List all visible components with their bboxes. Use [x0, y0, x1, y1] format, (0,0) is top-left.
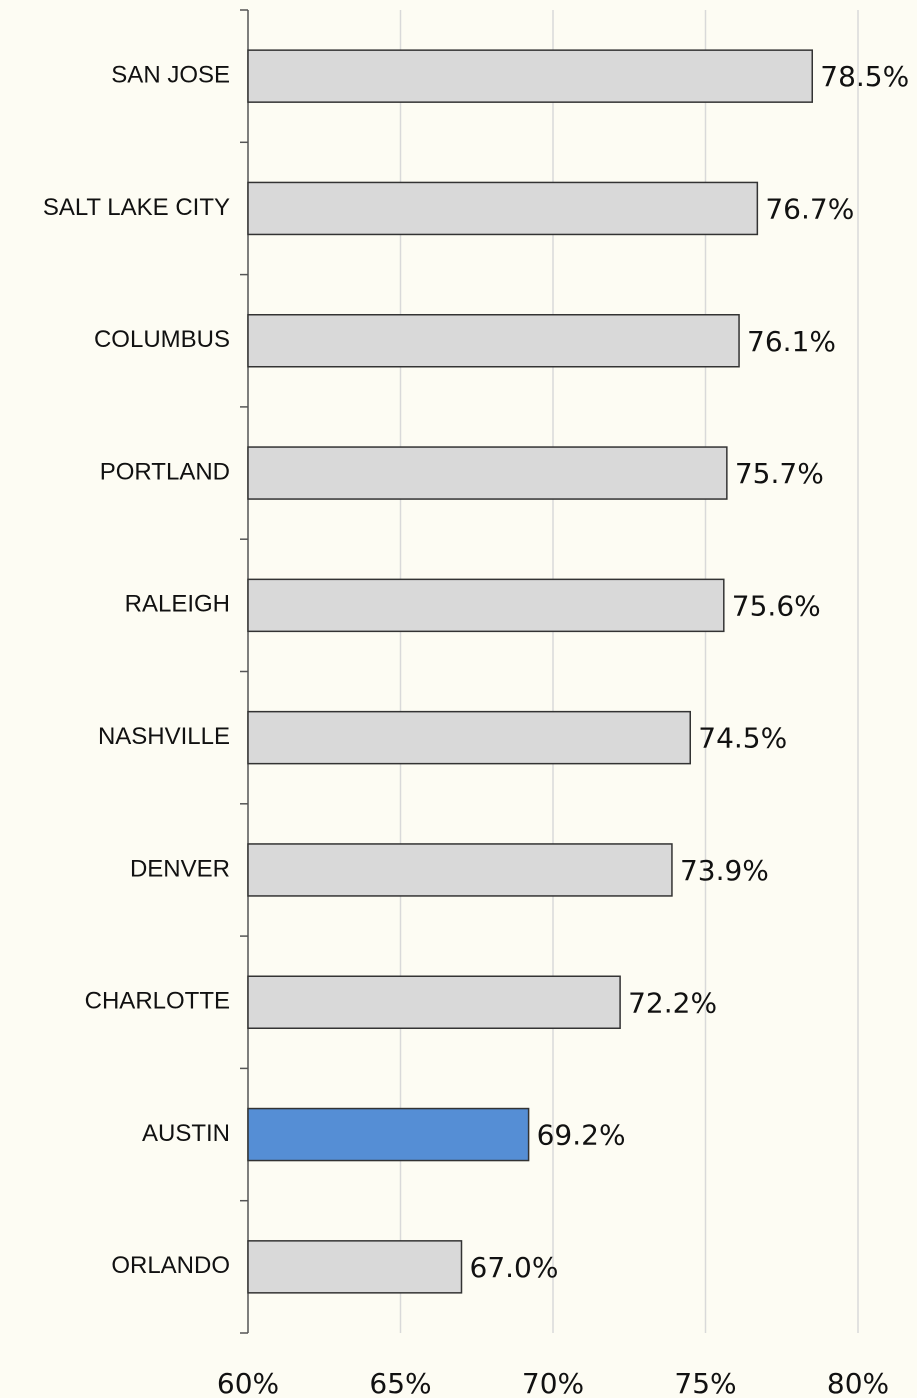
value-label: 78.5%	[820, 60, 909, 93]
y-tick-label: RALEIGH	[125, 591, 230, 618]
x-tick-label: 60%	[217, 1367, 279, 1398]
bar	[247, 1240, 463, 1294]
y-tick-label: NASHVILLE	[98, 723, 230, 750]
value-label: 75.7%	[735, 457, 824, 490]
y-tick-label: CHARLOTTE	[85, 988, 230, 1015]
bar	[247, 843, 673, 897]
bar	[247, 446, 728, 500]
value-label: 67.0%	[470, 1251, 559, 1284]
bar	[247, 181, 759, 236]
bar	[247, 710, 691, 765]
value-label: 69.2%	[537, 1119, 626, 1152]
y-tick-label: AUSTIN	[142, 1120, 230, 1147]
x-tick-label: 70%	[522, 1367, 584, 1398]
value-label: 73.9%	[680, 854, 769, 887]
bar	[247, 1107, 530, 1162]
value-label: 72.2%	[628, 986, 717, 1019]
bar	[247, 314, 740, 368]
x-tick-label: 65%	[369, 1367, 431, 1398]
y-tick-label: PORTLAND	[100, 458, 230, 485]
y-tick-label: DENVER	[130, 855, 230, 882]
y-tick-label: SALT LAKE CITY	[43, 194, 230, 221]
bar	[247, 975, 621, 1029]
bar	[247, 49, 813, 103]
value-label: 76.7%	[765, 192, 854, 225]
y-tick-label: SAN JOSE	[111, 61, 230, 88]
value-label: 75.6%	[732, 589, 821, 622]
value-label: 74.5%	[698, 722, 787, 755]
x-tick-label: 80%	[827, 1367, 889, 1398]
value-label: 76.1%	[747, 325, 836, 358]
x-tick-label: 75%	[674, 1367, 736, 1398]
y-tick-label: COLUMBUS	[94, 326, 230, 353]
y-tick-label: ORLANDO	[111, 1252, 230, 1279]
bar	[247, 578, 725, 633]
